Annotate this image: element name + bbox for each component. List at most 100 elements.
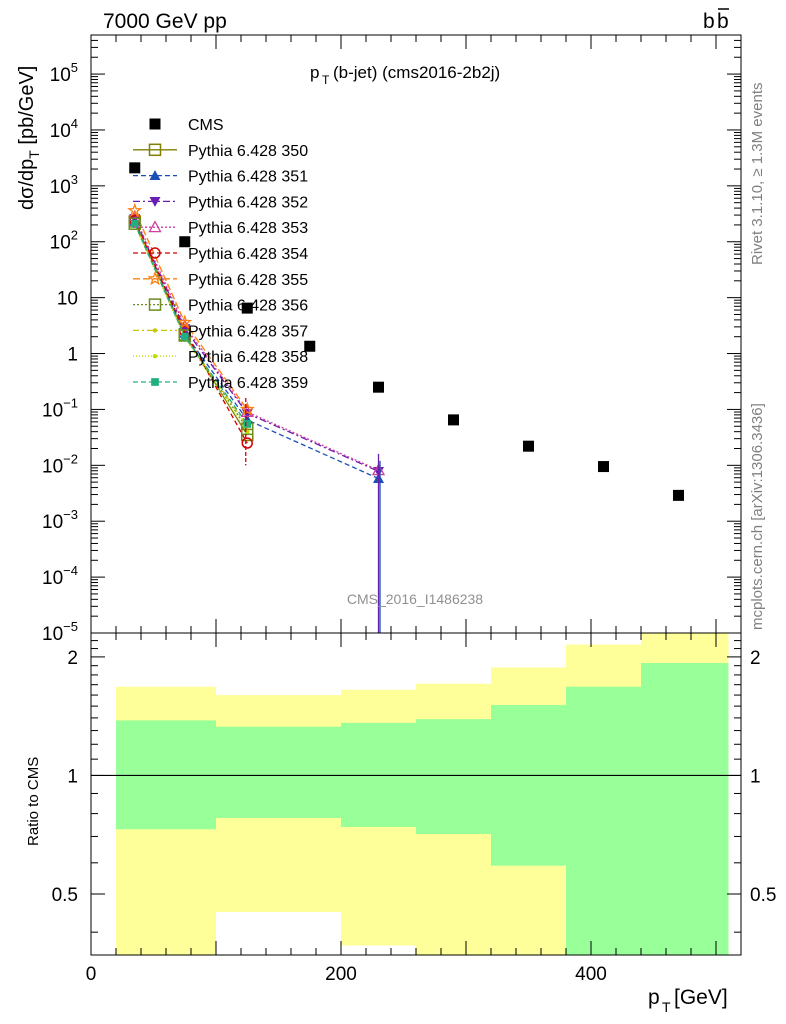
cms-data-point — [373, 381, 384, 393]
ratio-band-1sigma — [566, 686, 641, 955]
svg-text:dσ/dpT [pb/GeV]: dσ/dpT [pb/GeV] — [16, 66, 42, 210]
ratio-y-tick-label-right: 0.5 — [750, 885, 776, 906]
legend-marker — [152, 354, 158, 359]
ratio-panel: 0 200 400 0.5 0.5 1 1 2 2 Ratio to CMS p T [GeV] — [25, 632, 776, 1015]
legend-label: Pythia 6.428 354 — [188, 246, 308, 263]
series-point — [239, 401, 255, 416]
y-tick-label-base: 10 — [42, 624, 63, 645]
plot-title-p: p — [310, 63, 319, 82]
series-point — [130, 219, 139, 228]
legend-marker — [149, 197, 161, 207]
cms-data-point — [304, 340, 316, 352]
y-title-rest: [pb/GeV] — [16, 66, 38, 151]
series-5 — [127, 202, 255, 416]
series-line — [134, 222, 248, 427]
legend-marker — [148, 220, 162, 233]
y-tick-label: 102 — [50, 228, 78, 254]
ratio-band-1sigma — [116, 720, 216, 830]
y-tick-label-base: 10 — [50, 233, 71, 254]
y-tick-label-exponent: 5 — [71, 60, 78, 75]
legend-marker-cms — [149, 118, 161, 130]
rivet-version-label: Rivet 3.1.10, ≥ 1.3M events — [749, 83, 766, 266]
cms-data-point — [129, 162, 141, 174]
y-tick-label: 105 — [50, 60, 78, 86]
series-9 — [130, 219, 252, 428]
legend-label: Pythia 6.428 351 — [188, 169, 308, 186]
y-tick-label: 10−2 — [42, 451, 78, 477]
process-label-b: b — [703, 10, 715, 33]
series-line — [134, 216, 379, 471]
y-tick-label: 1 — [67, 345, 78, 366]
legend-label: Pythia 6.428 352 — [188, 194, 308, 211]
y-tick-label: 10−4 — [42, 563, 78, 589]
legend-marker — [149, 170, 161, 180]
legend-marker — [147, 270, 163, 286]
ratio-y-tick-label-right: 1 — [750, 766, 761, 787]
legend-marker — [152, 328, 158, 333]
x-tick-label: 200 — [325, 964, 357, 985]
y-title-main: dσ/dp — [16, 159, 38, 210]
y-tick-label-exponent: 4 — [71, 116, 78, 131]
legend-label: Pythia 6.428 358 — [188, 349, 308, 366]
y-tick-label-base: 10 — [57, 289, 78, 310]
legend-label: Pythia 6.428 350 — [188, 143, 308, 160]
y-tick-label: 104 — [50, 116, 78, 142]
series-point — [241, 437, 253, 449]
cms-data-point — [241, 302, 253, 314]
y-tick-label-base: 10 — [42, 456, 63, 477]
ratio-axis-title: Ratio to CMS — [25, 757, 42, 846]
x-axis-title-p: p — [648, 986, 660, 1009]
x-axis-title-sub: T — [662, 999, 671, 1015]
series-point — [177, 314, 193, 329]
series-line — [134, 210, 248, 410]
legend-label: Pythia 6.428 356 — [188, 298, 308, 315]
y-tick-label-exponent: 3 — [71, 172, 78, 187]
legend-marker — [148, 143, 162, 157]
plot-title-sub: T — [322, 73, 330, 87]
y-tick-label-base: 10 — [42, 568, 63, 589]
y-tick-label-base: 10 — [50, 177, 71, 198]
series-point — [128, 217, 141, 230]
y-tick-label: 10 — [57, 289, 78, 310]
ratio-band-1sigma — [641, 662, 729, 955]
series-point — [178, 329, 191, 342]
y-tick-label-exponent: 2 — [71, 228, 78, 243]
series-point — [127, 202, 143, 218]
y-title-sub: T — [26, 150, 42, 159]
y-tick-label-base: 10 — [50, 121, 71, 142]
legend-marker — [149, 247, 161, 259]
y-tick-label-exponent: −5 — [63, 619, 78, 634]
y-tick-label-exponent: −1 — [63, 395, 78, 410]
cms-data-point — [673, 489, 684, 501]
ratio-y-tick-label: 1 — [67, 766, 78, 787]
y-axis-title: dσ/dpT [pb/GeV] — [16, 66, 42, 210]
series-line — [134, 218, 379, 472]
y-tick-label: 10−3 — [42, 507, 78, 533]
y-tick-label: 10−5 — [42, 619, 78, 645]
x-axis-title-rest: [GeV] — [674, 986, 728, 1009]
ratio-y-tick-label-right: 2 — [750, 648, 761, 669]
legend-label: Pythia 6.428 359 — [188, 375, 308, 392]
cms-data-point — [523, 440, 534, 452]
y-tick-label-base: 10 — [50, 65, 71, 86]
ratio-y-tick-label: 2 — [67, 648, 78, 669]
series-point — [180, 332, 189, 341]
legend-marker — [151, 378, 159, 386]
legend-label-cms: CMS — [188, 117, 224, 134]
y-tick-label: 103 — [50, 172, 78, 198]
mcplots-reference-label: mcplots.cern.ch [arXiv:1306.3436] — [749, 403, 766, 630]
legend: CMS Pythia 6.428 350 Pythia 6.428 351 Pythi… — [133, 117, 308, 392]
y-tick-label-exponent: −4 — [63, 563, 78, 578]
plot-title-rest: (b-jet) (cms2016-2b2j) — [333, 63, 500, 82]
legend-label: Pythia 6.428 357 — [188, 323, 308, 340]
x-tick-label: 400 — [575, 964, 607, 985]
y-tick-label-base: 10 — [42, 400, 63, 421]
ratio-band-1sigma — [416, 719, 491, 835]
cms-data-point — [179, 236, 191, 248]
legend-marker — [148, 298, 162, 311]
y-tick-label: 10−1 — [42, 395, 78, 421]
analysis-watermark: CMS_2016_I1486238 — [347, 591, 483, 607]
collision-energy-label: 7000 GeV pp — [103, 10, 227, 33]
